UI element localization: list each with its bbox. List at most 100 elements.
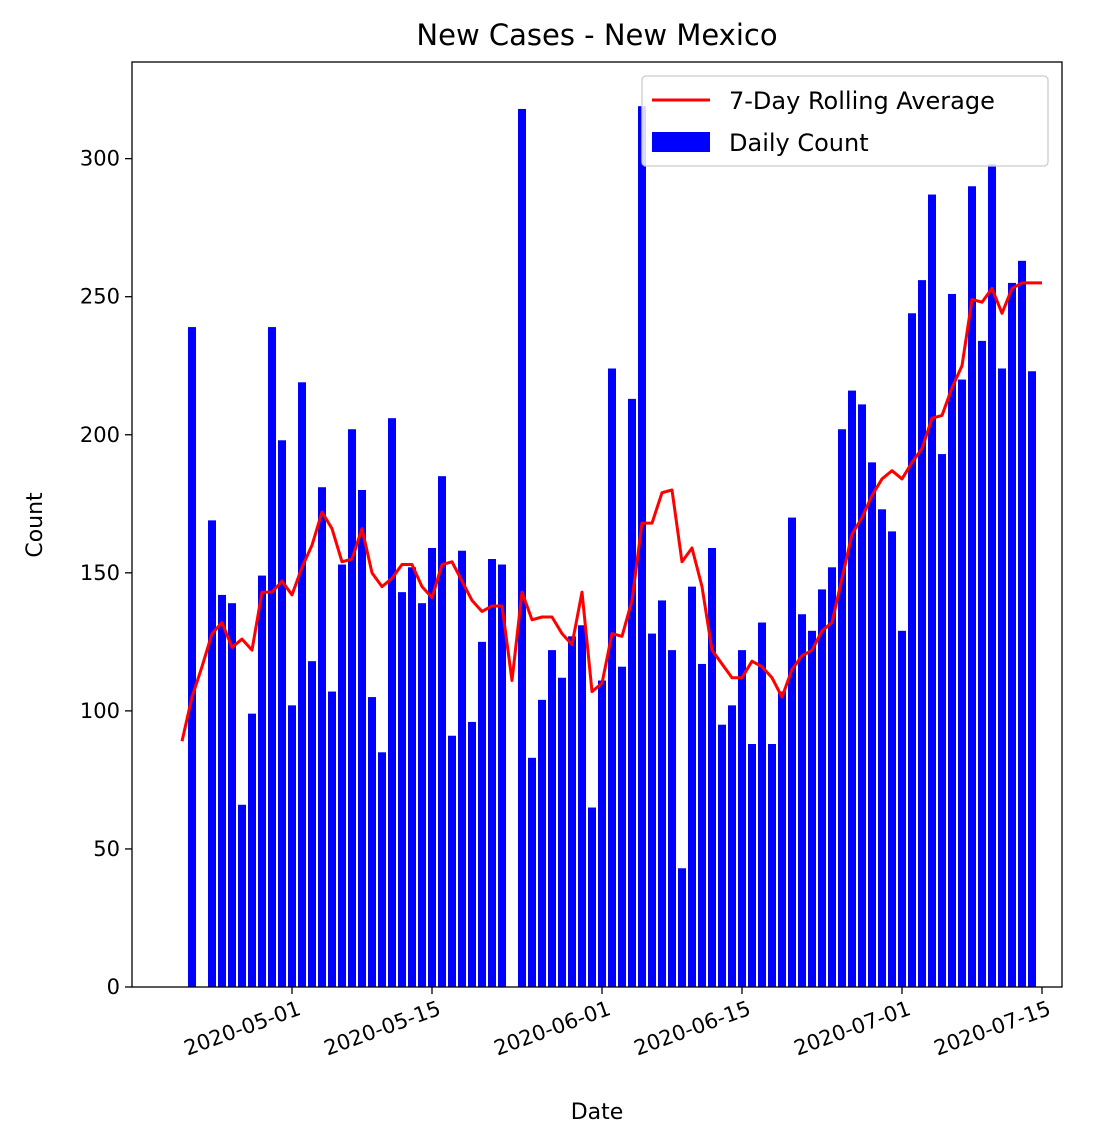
bar	[908, 313, 916, 987]
y-tick-label: 200	[80, 423, 120, 447]
bar	[258, 575, 266, 987]
bar	[948, 293, 956, 987]
bar-series-daily-count	[188, 106, 1036, 988]
bar	[558, 677, 566, 987]
bar	[368, 697, 376, 987]
bar	[998, 368, 1006, 987]
legend-label-daily-count: Daily Count	[729, 129, 869, 157]
bar	[518, 108, 526, 987]
bar	[608, 368, 616, 987]
bar	[408, 567, 416, 987]
bar	[1008, 282, 1016, 987]
bar	[818, 589, 826, 987]
bar	[498, 564, 506, 987]
bar	[208, 520, 216, 987]
bar	[868, 462, 876, 987]
bar	[628, 398, 636, 987]
bar	[538, 699, 546, 987]
bar	[218, 594, 226, 987]
bar	[418, 603, 426, 987]
bar	[758, 622, 766, 987]
bar	[488, 559, 496, 987]
bar	[978, 340, 986, 987]
bar	[228, 603, 236, 987]
bar	[688, 586, 696, 987]
y-tick-label: 300	[80, 147, 120, 171]
bar	[738, 650, 746, 987]
bar	[728, 705, 736, 987]
bar	[678, 868, 686, 987]
bar	[788, 517, 796, 987]
bar	[648, 633, 656, 987]
x-axis-label: Date	[571, 1100, 624, 1125]
bar	[778, 691, 786, 987]
y-tick-label: 250	[80, 285, 120, 309]
bar	[618, 666, 626, 987]
bar	[388, 418, 396, 987]
bar	[658, 600, 666, 987]
bar	[338, 564, 346, 987]
bar	[888, 531, 896, 987]
bar	[898, 630, 906, 987]
bar	[528, 757, 536, 987]
y-tick-label: 100	[80, 699, 120, 723]
bar	[848, 390, 856, 988]
bar	[248, 713, 256, 987]
bar	[718, 724, 726, 987]
bar	[398, 592, 406, 987]
legend-label-rolling-average: 7-Day Rolling Average	[729, 87, 995, 115]
bar	[768, 744, 776, 987]
bar	[308, 661, 316, 987]
bar	[478, 641, 486, 987]
legend: 7-Day Rolling Average Daily Count	[641, 75, 1049, 167]
bar	[298, 382, 306, 987]
bar	[958, 379, 966, 987]
bar	[878, 509, 886, 987]
bar	[928, 194, 936, 988]
y-axis: 0 50 100 150 200 250 300	[80, 147, 132, 999]
bar	[748, 744, 756, 987]
bar	[318, 487, 326, 987]
y-axis-label: Count	[23, 492, 48, 558]
bar	[548, 650, 556, 987]
y-tick-label: 0	[107, 975, 120, 999]
bar	[668, 650, 676, 987]
bar	[278, 440, 286, 987]
bar	[938, 454, 946, 988]
bar	[268, 327, 276, 987]
legend-swatch-bar	[652, 132, 710, 152]
bar	[448, 735, 456, 987]
bar	[828, 567, 836, 987]
bar	[1018, 260, 1026, 987]
chart-title: New Cases - New Mexico	[416, 18, 777, 52]
y-tick-label: 150	[80, 561, 120, 585]
bar	[578, 625, 586, 987]
bar	[968, 186, 976, 987]
bar	[1028, 371, 1036, 987]
bar	[708, 547, 716, 987]
bar	[328, 691, 336, 987]
bar	[698, 663, 706, 987]
bar	[428, 547, 436, 987]
bar	[798, 614, 806, 987]
bar	[918, 280, 926, 987]
line-series-rolling-average	[180, 281, 1042, 742]
bar	[858, 404, 866, 987]
bar	[808, 630, 816, 987]
bar	[588, 807, 596, 987]
bar	[598, 680, 606, 987]
bar	[288, 705, 296, 987]
bar	[838, 429, 846, 987]
y-tick-label: 50	[93, 837, 120, 861]
bar	[988, 164, 996, 987]
bar	[438, 476, 446, 987]
bar	[468, 721, 476, 987]
legend-box	[641, 75, 1049, 167]
bar	[238, 804, 246, 987]
bar	[348, 429, 356, 987]
bar	[188, 327, 196, 987]
bar	[458, 550, 466, 987]
bar	[638, 106, 646, 988]
bar	[568, 636, 576, 987]
